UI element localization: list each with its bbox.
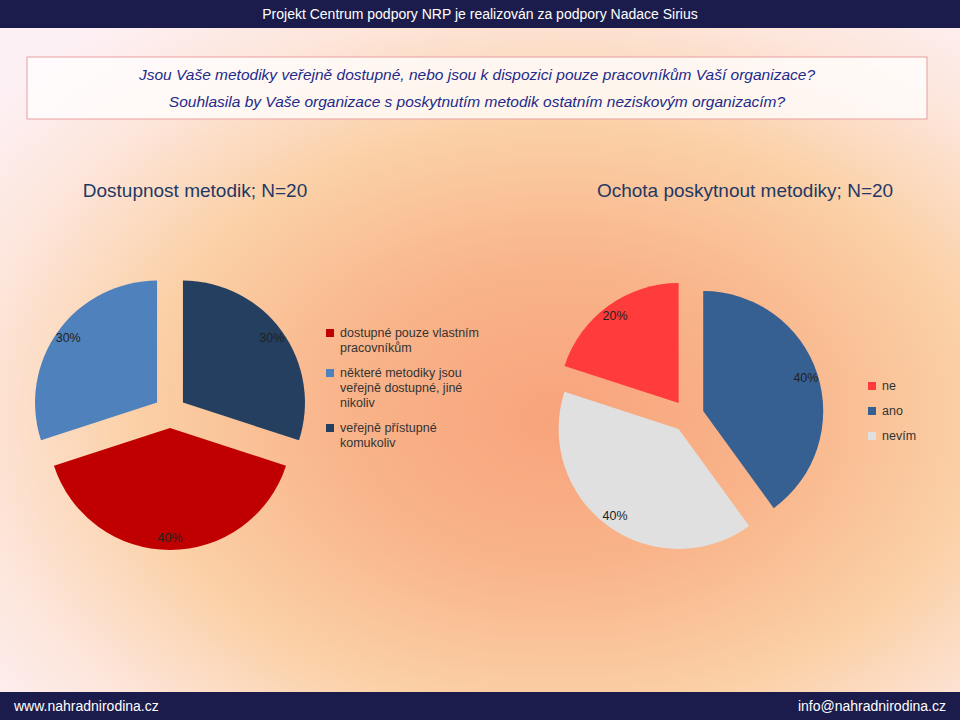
legend-label: ano: [882, 404, 903, 418]
legend-swatch: [326, 424, 334, 432]
legend-label: některé metodiky jsouveřejně dostupné, j…: [340, 366, 462, 410]
pie-slice: [183, 281, 305, 441]
footer-text: info@nahradnirodina.cz: [798, 698, 946, 714]
chart-title: Ochota poskytnout metodiky; N=20: [597, 180, 893, 201]
legend-swatch: [326, 329, 334, 337]
legend-label: dostupné pouze vlastnímpracovníkům: [340, 326, 479, 355]
data-label: 20%: [603, 309, 628, 323]
legend-label: veřejně přístupnékomukoliv: [340, 421, 437, 450]
data-label: 40%: [157, 531, 182, 545]
legend-swatch: [868, 432, 876, 440]
question-box: [27, 57, 927, 119]
legend-label: nevím: [882, 429, 916, 443]
chart-title: Dostupnost metodik; N=20: [83, 180, 307, 201]
legend-swatch: [868, 382, 876, 390]
pie-slice: [559, 392, 750, 549]
question-text: Jsou Vaše metodiky veřejně dostupné, neb…: [138, 66, 815, 83]
header-text: Projekt Centrum podpory NRP je realizová…: [262, 6, 698, 22]
pie-slice: [35, 281, 157, 441]
chart: Ochota poskytnout metodiky; N=20 20% 40% 40…: [559, 180, 916, 549]
pie-slice: [703, 291, 823, 508]
data-label: 40%: [793, 371, 818, 385]
pie-slice: [564, 283, 678, 403]
legend-swatch: [868, 407, 876, 415]
pie-slice: [54, 428, 286, 550]
data-label: 30%: [56, 331, 81, 345]
chart: Dostupnost metodik; N=20 40% 30% 30% dostupn…: [35, 180, 479, 550]
header-bar: [0, 0, 960, 28]
pie: [559, 283, 824, 549]
footer-bar: [0, 692, 960, 720]
footer-text: www.nahradnirodina.cz: [13, 698, 159, 714]
legend-swatch: [326, 369, 334, 377]
question-text: Souhlasila by Vaše organizace s poskytnu…: [169, 93, 786, 110]
pie: [35, 281, 305, 550]
legend-label: ne: [882, 379, 896, 393]
data-label: 30%: [259, 331, 284, 345]
page: Projekt Centrum podpory NRP je realizová…: [0, 0, 960, 720]
data-label: 40%: [603, 509, 628, 523]
